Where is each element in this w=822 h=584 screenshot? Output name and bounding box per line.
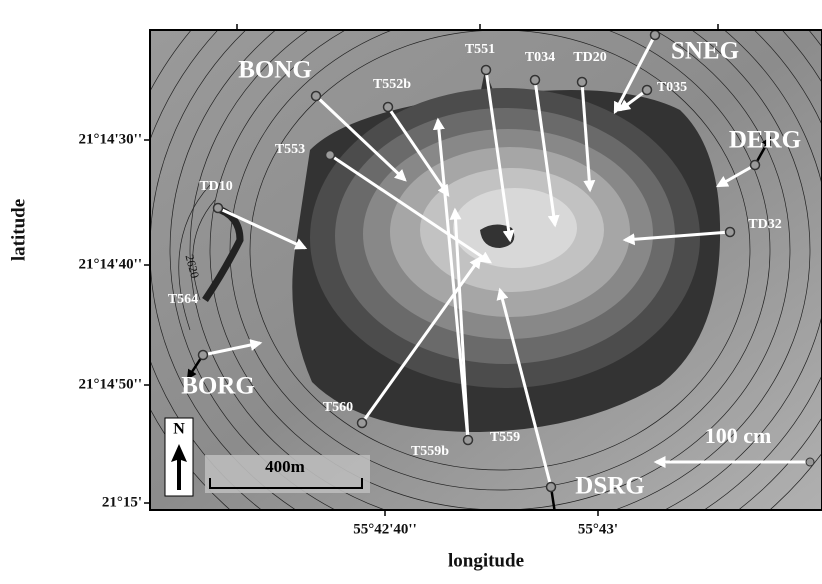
station-point [578,78,587,87]
map-area: BONG SNEG DERG BORG DSRG T551 T034 TD20 T035 T552… [110,0,822,579]
north-label: N [173,421,185,438]
station-point [547,483,556,492]
x-tick-label: 55°42'40'' [353,521,417,537]
station-label: T559 [490,430,520,445]
station-point [384,103,393,112]
station-point [326,151,335,160]
scale-bar-label: 400m [265,457,305,476]
station-label: T553 [275,142,305,157]
station-point [531,76,540,85]
y-tick-label: 21°15' [102,494,142,510]
x-tick-label: 55°43' [578,521,618,537]
station-label: TD32 [748,217,781,232]
station-label: T034 [525,50,555,65]
station-point [751,161,760,170]
y-tick-label: 21°14'50'' [78,376,142,392]
station-label: SNEG [671,38,739,65]
station-label: T559b [411,444,449,459]
station-label: TD20 [573,50,606,65]
station-point [312,92,321,101]
station-point [726,228,735,237]
station-point [199,351,208,360]
station-point [214,204,223,213]
station-label: BONG [238,57,312,84]
station-label: TD10 [199,179,232,194]
x-axis-label: longitude [448,550,524,571]
station-label: BORG [181,373,255,400]
y-tick-label: 21°14'30'' [78,131,142,147]
y-tick-label: 21°14'40'' [78,256,142,272]
station-label: T551 [465,42,495,57]
station-label: DSRG [575,473,644,500]
station-point [482,66,491,75]
station-point [651,31,660,40]
station-point [643,86,652,95]
station-label: T564 [168,292,198,307]
y-axis-label: latitude [8,199,29,261]
station-label: DERG [729,127,801,154]
displacement-map: BONG SNEG DERG BORG DSRG T551 T034 TD20 T035 T552… [0,0,822,579]
station-label: T560 [323,400,353,415]
station-point [358,419,367,428]
station-label: T035 [657,80,687,95]
displacement-scale-label: 100 cm [705,423,772,448]
station-point [464,436,473,445]
station-label: T552b [373,77,411,92]
